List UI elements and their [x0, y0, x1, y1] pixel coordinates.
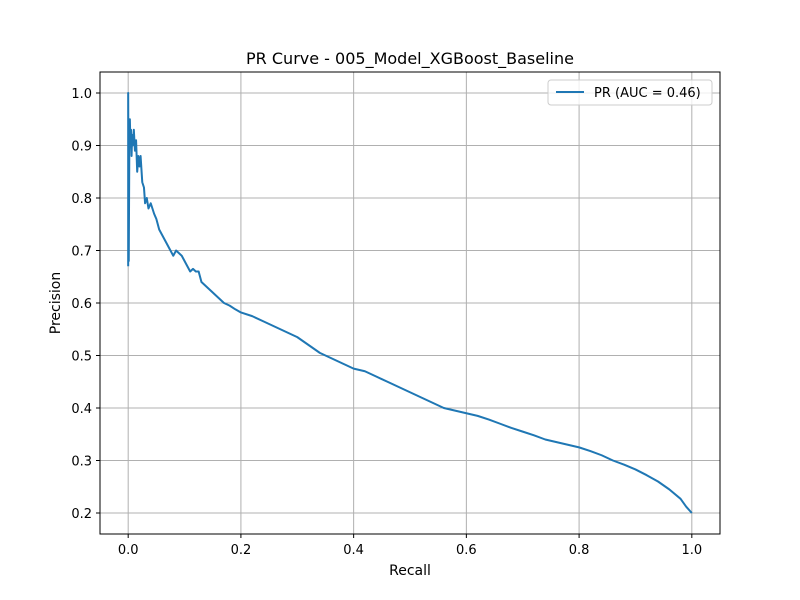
legend: PR (AUC = 0.46)	[547, 79, 713, 106]
y-tick-label: 1.0	[71, 87, 92, 102]
y-tick-label: 0.8	[71, 192, 92, 207]
y-tick-label: 0.2	[71, 507, 92, 522]
series-layer	[127, 92, 693, 514]
ticks: 0.0 0.2 0.4 0.6 0.8 1.0 0.2 0.3 0.4 0.5 0.6 0.7 0.8 0…	[71, 87, 702, 558]
y-tick-label: 0.6	[71, 297, 92, 312]
legend-entry-label: PR (AUC = 0.46)	[594, 86, 701, 101]
y-tick-label: 0.9	[71, 140, 92, 155]
chart-title: PR Curve - 005_Model_XGBoost_Baseline	[246, 49, 574, 69]
y-tick-label: 0.7	[71, 245, 92, 260]
x-tick-label: 1.0	[681, 543, 702, 558]
x-tick-label: 0.4	[343, 543, 364, 558]
legend-box	[547, 79, 713, 106]
y-tick-label: 0.4	[71, 402, 92, 417]
y-axis-label: Precision	[48, 272, 64, 334]
y-tick-label: 0.5	[71, 350, 92, 365]
x-tick-label: 0.2	[231, 543, 252, 558]
x-tick-label: 0.0	[118, 543, 139, 558]
x-axis-label: Recall	[389, 563, 431, 579]
y-tick-label: 0.3	[71, 455, 92, 470]
x-tick-label: 0.6	[456, 543, 477, 558]
pr-curve-line	[127, 92, 693, 514]
grid	[100, 72, 720, 534]
x-tick-label: 0.8	[569, 543, 590, 558]
